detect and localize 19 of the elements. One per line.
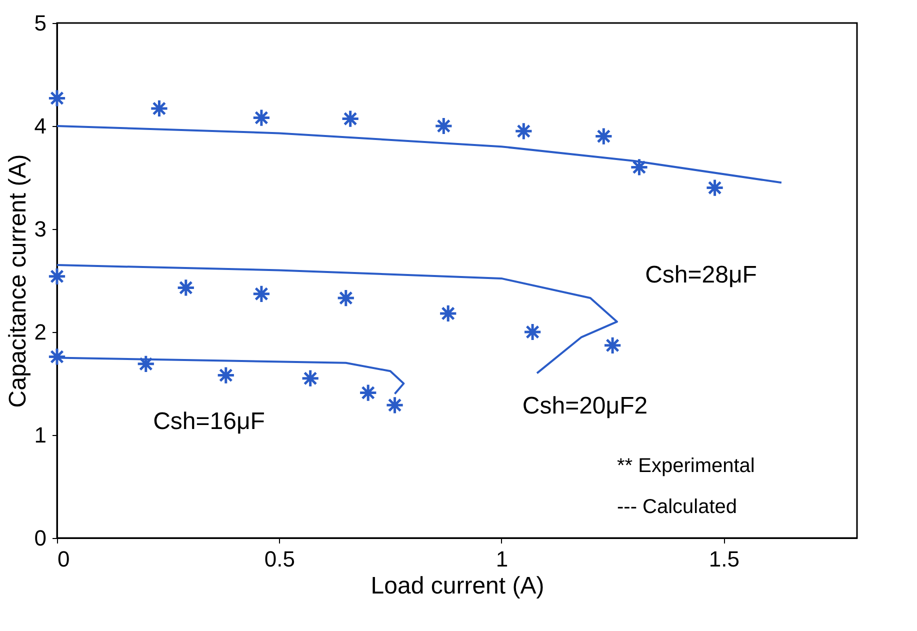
y-tick-label: 3 <box>34 216 46 242</box>
x-tick-label: 0 <box>58 546 70 572</box>
x-tick-label: 1 <box>496 546 508 572</box>
x-tick-label: 1.5 <box>708 546 740 572</box>
x-axis-title: Load current (A) <box>370 572 544 600</box>
y-tick-label: 1 <box>34 422 46 448</box>
y-tick-label: 2 <box>34 320 46 344</box>
annotation: Csh=28μF <box>645 261 757 288</box>
line-series <box>56 264 618 374</box>
annotation: Csh=16μF <box>153 408 265 436</box>
annotation: ** Experimental <box>617 454 755 477</box>
line-series <box>56 125 782 184</box>
x-tick-label: 0.5 <box>264 546 296 572</box>
y-tick-label: 4 <box>34 114 46 138</box>
y-axis-title: Capacitance current (A) <box>4 154 32 408</box>
y-tick-label: 5 <box>34 10 46 36</box>
y-tick-label: 0 <box>34 526 46 550</box>
annotation: --- Calculated <box>617 496 738 518</box>
annotation: Csh=20μF2 <box>522 392 648 420</box>
